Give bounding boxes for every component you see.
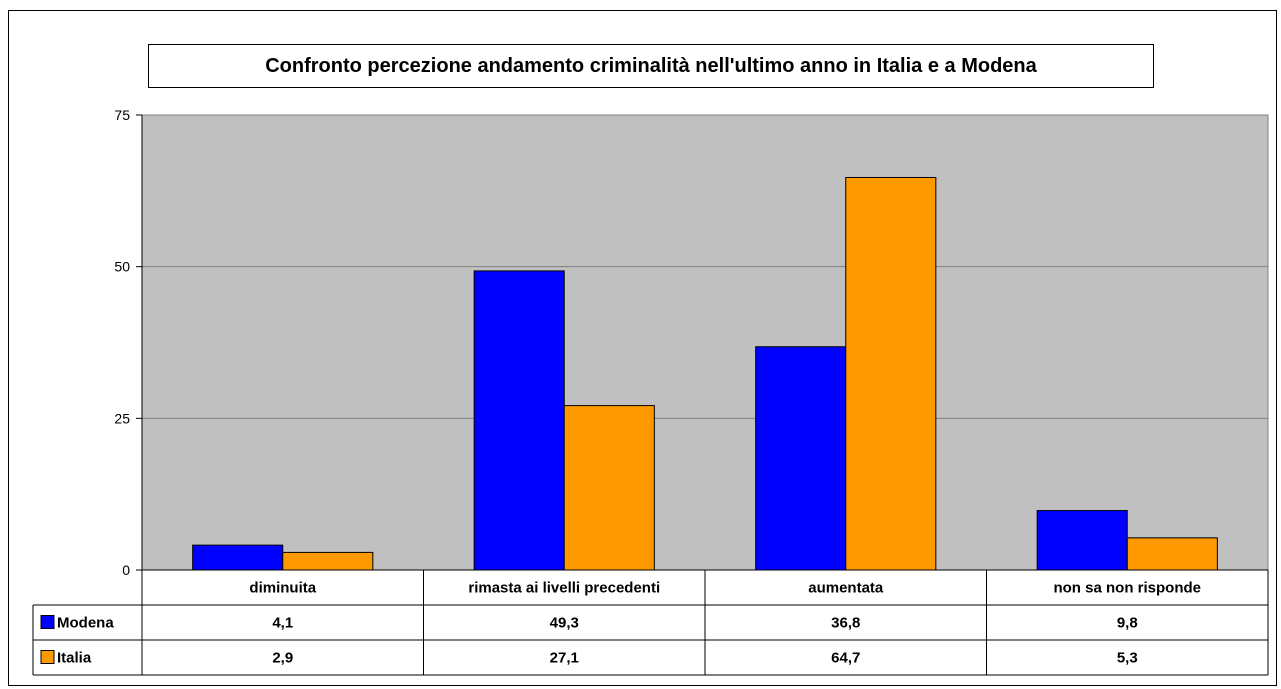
data-label-italia-2: 64,7 [831, 650, 860, 667]
category-label-2: aumentata [808, 580, 884, 597]
bar-italia-2 [845, 176, 937, 571]
category-label-3: non sa non risponde [1053, 580, 1201, 597]
category-label-0: diminuita [249, 580, 316, 597]
data-label-italia-3: 5,3 [1117, 650, 1138, 667]
bar-italia-0 [282, 551, 374, 571]
bar-modena-1 [473, 270, 565, 571]
legend-label-italia: Italia [57, 650, 92, 667]
legend-key-modena [40, 615, 55, 629]
data-label-modena-2: 36,8 [831, 615, 860, 632]
category-label-1: rimasta ai livelli precedenti [468, 580, 660, 597]
data-label-modena-3: 9,8 [1117, 615, 1138, 632]
bar-italia-1 [563, 405, 655, 571]
y-tick-label-25: 25 [114, 410, 130, 426]
bar-modena-3 [1036, 510, 1128, 571]
y-tick-label-75: 75 [114, 107, 130, 123]
legend-key-italia [40, 650, 55, 664]
y-tick-label-50: 50 [114, 259, 130, 275]
y-tick-label-0: 0 [122, 562, 130, 578]
data-label-modena-0: 4,1 [272, 615, 293, 632]
data-label-modena-1: 49,3 [550, 615, 579, 632]
legend-label-modena: Modena [57, 615, 114, 632]
bar-modena-0 [192, 544, 284, 571]
bar-italia-3 [1126, 537, 1218, 571]
plot-area [141, 114, 1269, 571]
bar-modena-2 [755, 346, 847, 571]
chart-title: Confronto percezione andamento criminali… [148, 44, 1154, 88]
data-label-italia-1: 27,1 [550, 650, 579, 667]
data-label-italia-0: 2,9 [272, 650, 293, 667]
